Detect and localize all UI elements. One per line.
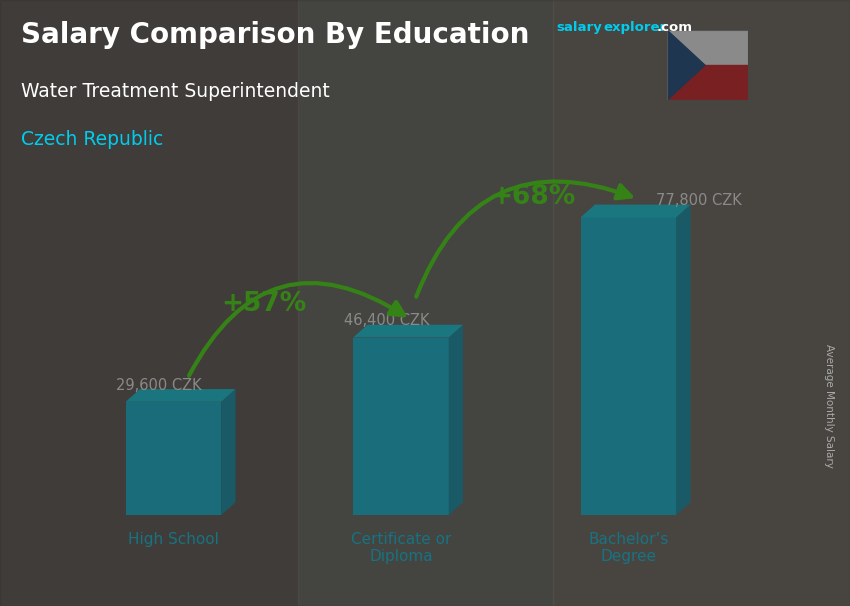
Polygon shape [581,218,676,515]
Text: 77,800 CZK: 77,800 CZK [656,193,742,208]
Polygon shape [353,325,463,338]
Polygon shape [449,325,463,515]
Text: explorer: explorer [604,21,666,34]
Text: Average Monthly Salary: Average Monthly Salary [824,344,834,468]
Text: Czech Republic: Czech Republic [21,130,163,149]
Text: +68%: +68% [490,184,575,210]
Polygon shape [126,402,221,515]
Text: Salary Comparison By Education: Salary Comparison By Education [21,21,530,49]
Polygon shape [353,338,449,515]
Text: +57%: +57% [222,291,307,317]
Polygon shape [221,389,235,515]
Polygon shape [676,205,690,515]
Polygon shape [667,30,705,100]
Text: 46,400 CZK: 46,400 CZK [344,313,429,328]
Text: 29,600 CZK: 29,600 CZK [116,378,202,393]
Text: .com: .com [656,21,692,34]
Polygon shape [581,205,690,218]
Bar [667,65,748,100]
Polygon shape [126,389,235,402]
Text: salary: salary [557,21,603,34]
Bar [667,30,748,65]
Text: Water Treatment Superintendent: Water Treatment Superintendent [21,82,330,101]
